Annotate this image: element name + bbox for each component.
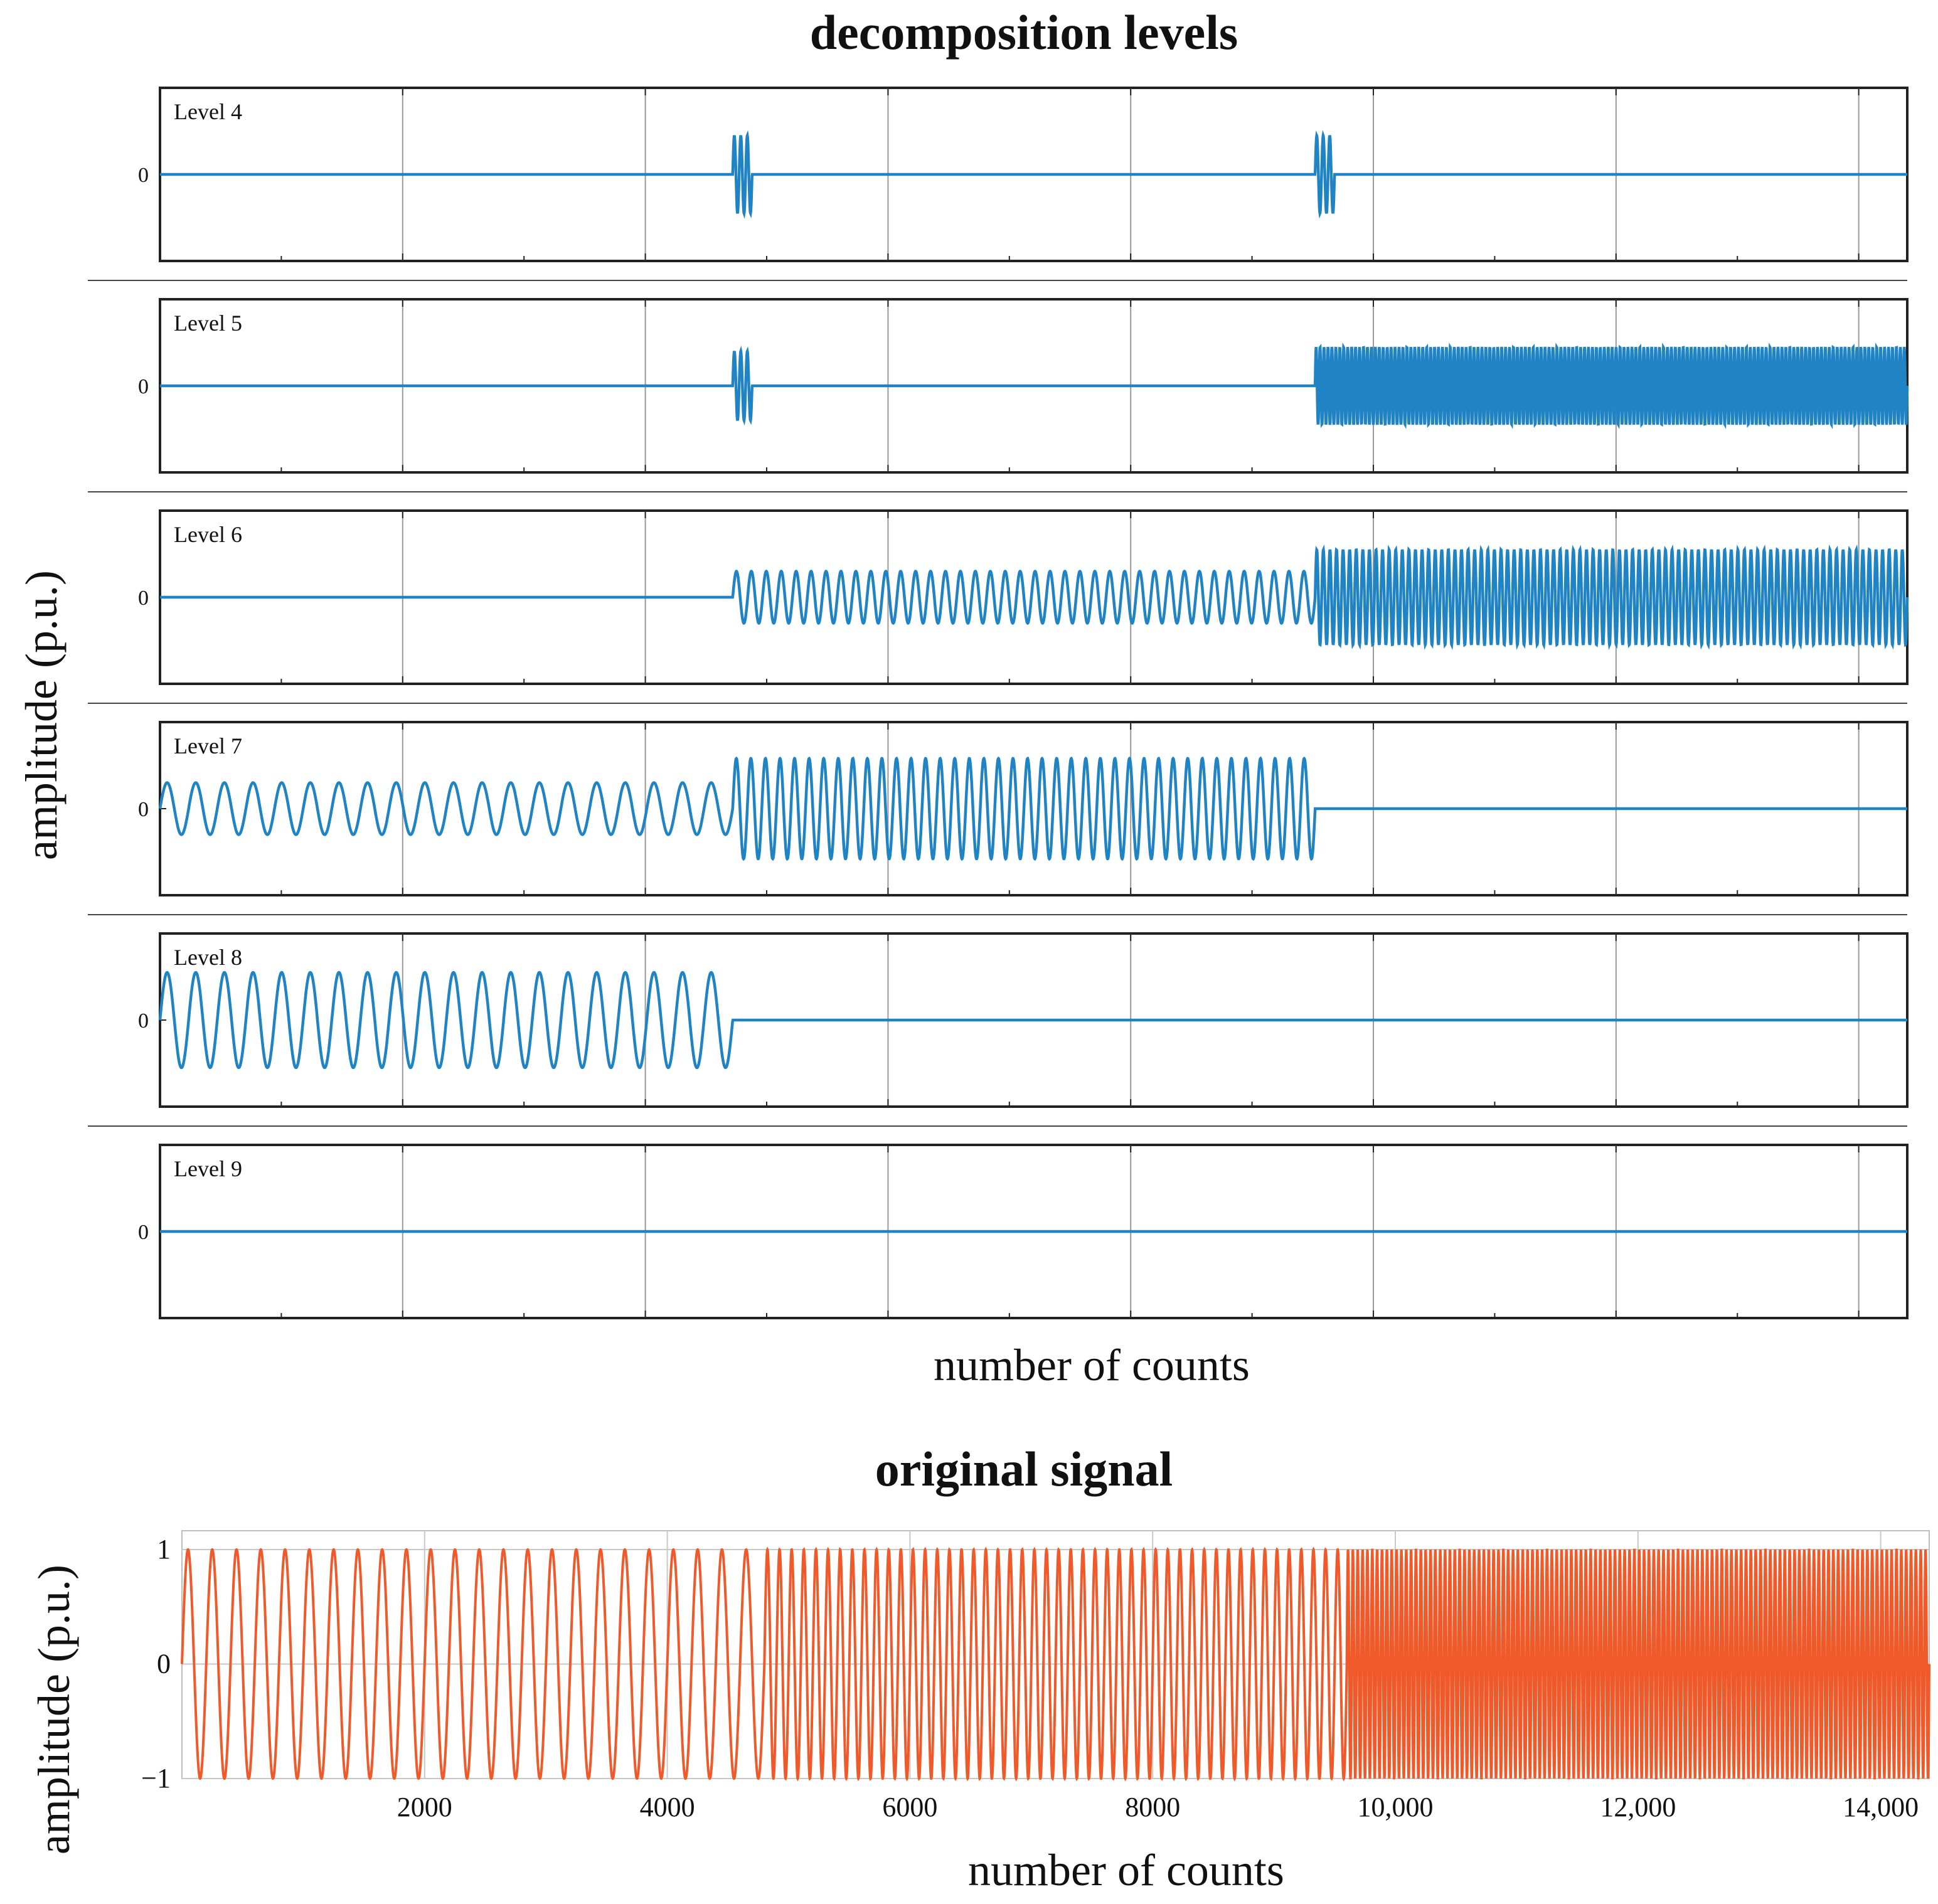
panel-level-9: Level 9 0 — [88, 1125, 1909, 1319]
original-ylabel: amplitude (p.u.) — [29, 1565, 79, 1854]
panel-level-label: Level 4 — [174, 99, 242, 124]
original-xtick-label: 6000 — [882, 1792, 937, 1822]
panel-level-5: Level 5 0 — [88, 280, 1909, 474]
panel-zero-label: 0 — [138, 587, 149, 610]
panel-signal-line — [158, 756, 1907, 861]
original-xtick-label: 12,000 — [1600, 1792, 1676, 1822]
panel-level-7: Level 7 0 — [88, 703, 1909, 896]
decomposition-title: decomposition levels — [810, 5, 1238, 60]
panel-level-label: Level 5 — [174, 311, 242, 336]
panel-signal-line — [160, 342, 1909, 430]
panel-zero-label: 0 — [138, 375, 149, 398]
original-xlabel: number of counts — [968, 1845, 1284, 1895]
original-xtick-label: 8000 — [1125, 1792, 1180, 1822]
panel-level-label: Level 8 — [174, 945, 242, 970]
decomposition-panels: Level 4 0 Level 5 0 Level 6 0 Level 7 0 Level 8 0… — [88, 87, 1909, 1319]
original-xtick-label: 10,000 — [1358, 1792, 1434, 1822]
panel-level-6: Level 6 0 — [88, 491, 1909, 685]
panel-signal-line — [160, 130, 1907, 219]
panel-zero-label: 0 — [138, 1009, 149, 1033]
panel-zero-label: 0 — [138, 798, 149, 821]
panel-zero-label: 0 — [138, 1221, 149, 1244]
original-ytick-label: 1 — [157, 1534, 171, 1565]
original-signal-line — [181, 1546, 1930, 1782]
panel-level-8: Level 8 0 — [88, 914, 1909, 1108]
panel-level-label: Level 6 — [174, 522, 242, 547]
original-xtick-label: 14,000 — [1843, 1792, 1919, 1822]
original-ytick-label: −1 — [141, 1763, 171, 1794]
panel-level-label: Level 9 — [174, 1156, 242, 1181]
panel-level-4: Level 4 0 — [138, 87, 1909, 262]
panel-zero-label: 0 — [138, 164, 149, 187]
panel-level-label: Level 7 — [174, 733, 242, 758]
original-xtick-label: 4000 — [640, 1792, 695, 1822]
original-signal-plot: 2000 4000 6000 8000 10,000 12,000 14,000 1 0 −1 — [141, 1530, 1930, 1822]
panel-signal-line — [158, 971, 1907, 1070]
decomposition-ylabel: amplitude (p.u.) — [16, 570, 67, 860]
decomposition-xlabel: number of counts — [934, 1340, 1250, 1390]
original-xtick-label: 2000 — [397, 1792, 452, 1822]
panel-signal-line — [160, 544, 1909, 651]
original-title: original signal — [875, 1442, 1173, 1496]
original-ytick-label: 0 — [157, 1649, 171, 1679]
